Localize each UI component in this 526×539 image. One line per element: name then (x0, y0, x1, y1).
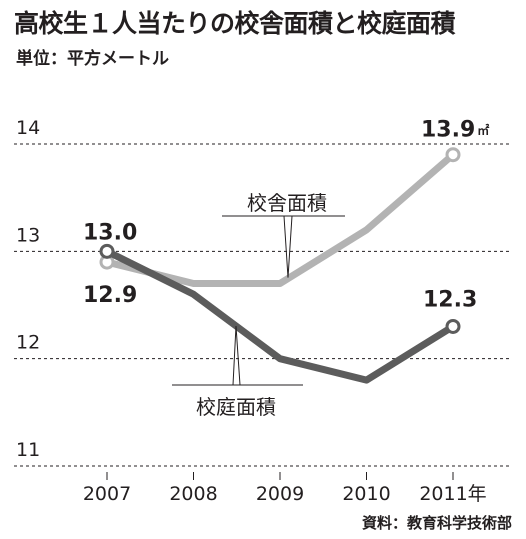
callout-pointer (232, 325, 241, 386)
series-label-building: 校舎面積 (247, 191, 327, 215)
data-label: 13.0 (83, 220, 137, 245)
callout-pointer (283, 215, 293, 278)
data-point-marker (445, 147, 461, 163)
data-label: 13.9 ㎡ (421, 118, 489, 143)
data-label: 12.9 (83, 283, 137, 308)
x-tick-label: 2008 (169, 483, 217, 505)
x-tick-label: 2010 (342, 483, 390, 505)
y-tick-label: 14 (16, 117, 40, 139)
y-tick-label: 11 (16, 439, 40, 461)
grid-lines (14, 143, 512, 467)
data-label: 12.3 (423, 287, 477, 312)
data-point-marker (99, 243, 115, 259)
unit-suffix: ㎡ (477, 123, 489, 138)
y-tick-label: 13 (16, 224, 40, 246)
unit-label: 単位：平方メートル (16, 49, 169, 69)
source-note: 資料：教育科学技術部 (361, 514, 512, 532)
x-tick-label: 2009 (256, 483, 304, 505)
series-label-field: 校庭面積 (196, 395, 276, 419)
x-tick-label: 2007 (83, 483, 131, 505)
x-tick-label: 2011年 (419, 483, 486, 505)
chart-title: 高校生１人当たりの校舎面積と校庭面積 (14, 9, 456, 38)
data-point-marker (445, 318, 461, 334)
y-tick-label: 12 (16, 332, 40, 354)
series-line-building (106, 152, 456, 288)
series-line-field (105, 248, 455, 384)
